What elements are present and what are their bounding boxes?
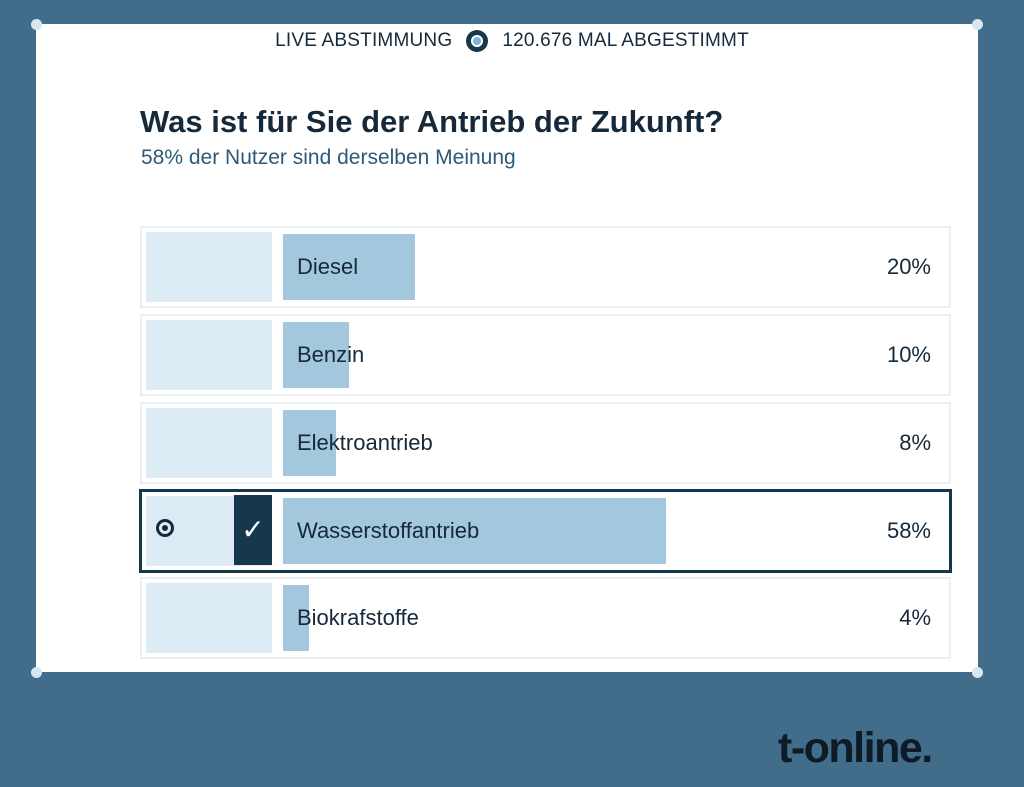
option-select-area[interactable] bbox=[146, 583, 272, 653]
result-bar bbox=[283, 585, 309, 651]
poll-status-bar: LIVE ABSTIMMUNG 120.676 MAL ABGESTIMMT bbox=[0, 30, 1024, 52]
result-bar bbox=[283, 410, 336, 476]
option-select-area[interactable] bbox=[146, 320, 272, 390]
checkmark-icon: ✓ bbox=[234, 495, 272, 565]
option-percent: 58% bbox=[886, 518, 931, 543]
live-label: LIVE ABSTIMMUNG bbox=[275, 30, 453, 51]
poll-question: Was ist für Sie der Antrieb der Zukunft? bbox=[140, 104, 724, 139]
option-label: Wasserstoffantrieb bbox=[297, 518, 480, 543]
option-label: Benzin bbox=[297, 342, 365, 367]
live-indicator-icon bbox=[466, 30, 489, 52]
resize-handle-bottom-right[interactable] bbox=[972, 667, 983, 678]
option-select-area[interactable] bbox=[146, 232, 272, 302]
option-percent: 8% bbox=[899, 430, 931, 455]
radio-selected-icon bbox=[156, 519, 174, 537]
resize-handle-top-left[interactable] bbox=[31, 19, 42, 30]
t-online-logo: t-online. bbox=[778, 724, 933, 772]
poll-option-diesel[interactable]: Diesel 20% bbox=[140, 226, 951, 308]
option-percent: 20% bbox=[886, 254, 931, 279]
option-label: Biokrafstoffe bbox=[297, 605, 419, 630]
option-percent: 10% bbox=[886, 342, 931, 367]
poll-subtitle: 58% der Nutzer sind derselben Meinung bbox=[141, 146, 516, 169]
option-select-area[interactable] bbox=[146, 408, 272, 478]
option-label: Elektroantrieb bbox=[297, 430, 433, 455]
poll-option-wasserstoffantrieb[interactable]: ✓ Wasserstoffantrieb 58% bbox=[139, 489, 952, 573]
result-bar bbox=[283, 234, 415, 300]
resize-handle-top-right[interactable] bbox=[972, 19, 983, 30]
option-percent: 4% bbox=[899, 605, 931, 630]
poll-option-elektroantrieb[interactable]: Elektroantrieb 8% bbox=[140, 402, 951, 484]
vote-count: 120.676 MAL ABGESTIMMT bbox=[502, 30, 749, 51]
result-bar bbox=[283, 322, 349, 388]
poll-option-biokrafstoffe[interactable]: Biokrafstoffe 4% bbox=[140, 577, 951, 659]
poll-option-benzin[interactable]: Benzin 10% bbox=[140, 314, 951, 396]
resize-handle-bottom-left[interactable] bbox=[31, 667, 42, 678]
result-bar bbox=[283, 498, 666, 564]
option-label: Diesel bbox=[297, 254, 359, 279]
